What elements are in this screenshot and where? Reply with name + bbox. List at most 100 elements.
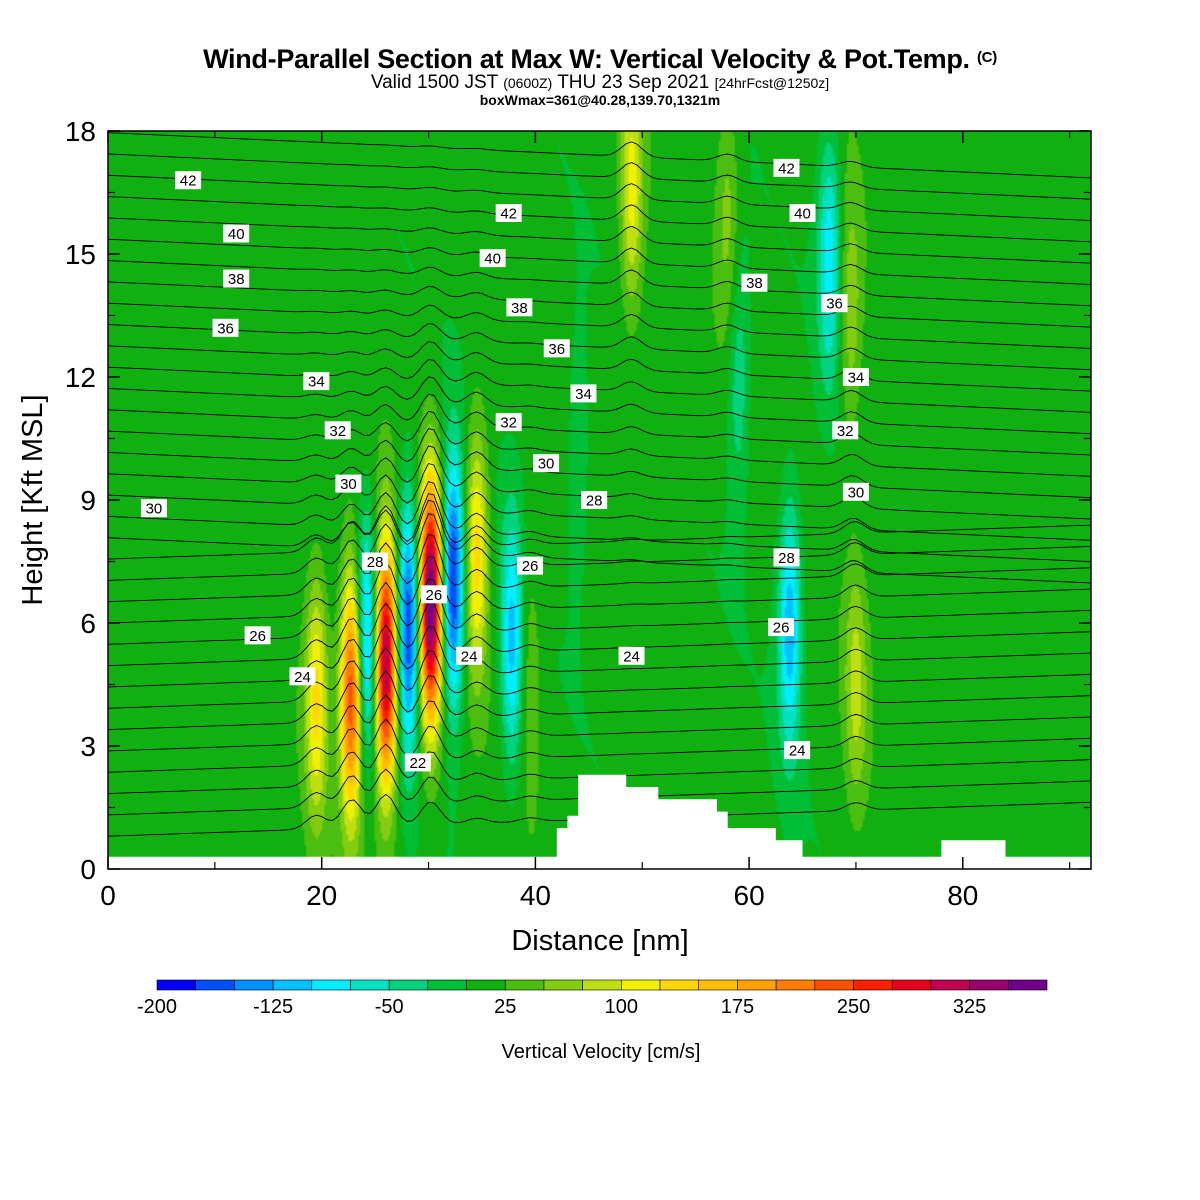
colorbar-swatch bbox=[311, 979, 351, 991]
contour-label-box bbox=[362, 552, 389, 571]
x-axis: 0 20 40 60 80 bbox=[100, 131, 1071, 911]
y-tick-label: 15 bbox=[65, 239, 96, 270]
contour-labels: 42 40 38 36 34 32 30 30 28 26 26 24 24 22 42 40 38 36 34 32… bbox=[140, 158, 869, 772]
contour-label-text: 34 bbox=[308, 374, 325, 391]
isentrope-line bbox=[108, 555, 1091, 624]
contour-label-box bbox=[223, 269, 250, 288]
contour-label-text: 22 bbox=[410, 755, 427, 772]
contour-label-box bbox=[741, 273, 768, 292]
contour-label-text: 24 bbox=[789, 743, 806, 760]
contour-label-box bbox=[495, 413, 522, 432]
contour-label-box bbox=[324, 421, 351, 440]
contour-label-box bbox=[420, 585, 447, 604]
contour-label-text: 40 bbox=[794, 206, 811, 223]
contour-label: 24 bbox=[784, 741, 811, 760]
contour-label: 30 bbox=[842, 482, 869, 501]
contour-label-box bbox=[773, 158, 800, 177]
contour-label: 40 bbox=[223, 224, 250, 243]
contour-label-box bbox=[784, 741, 811, 760]
contour-label: 28 bbox=[581, 491, 608, 510]
x-axis-label: Distance [nm] bbox=[511, 925, 688, 957]
colorbar-tick-label: 325 bbox=[953, 996, 986, 1018]
valid-utc: (0600Z) bbox=[503, 75, 553, 91]
contour-label-box bbox=[303, 372, 330, 391]
isentrope-line bbox=[108, 217, 1091, 264]
x-tick-label: 40 bbox=[520, 880, 551, 911]
contour-label: 40 bbox=[789, 204, 816, 223]
isentrope-line bbox=[108, 393, 1091, 456]
contour-label-text: 34 bbox=[575, 386, 592, 403]
contour-label-text: 28 bbox=[778, 550, 795, 567]
x-tick-label: 80 bbox=[947, 880, 978, 911]
contour-label-text: 30 bbox=[538, 456, 555, 473]
contour-label-box bbox=[506, 298, 533, 317]
colorbar-swatch bbox=[504, 979, 545, 991]
contour-label: 38 bbox=[741, 273, 768, 292]
isentrope-line bbox=[108, 462, 1091, 541]
colorbar-swatch bbox=[814, 979, 854, 991]
contour-label-text: 24 bbox=[461, 648, 478, 665]
contour-label: 26 bbox=[768, 618, 795, 637]
colorbar-label: Vertical Velocity [cm/s] bbox=[502, 1041, 701, 1063]
colorbar-tick-label: 175 bbox=[721, 996, 754, 1018]
contour-label: 24 bbox=[289, 667, 316, 686]
contour-label-text: 26 bbox=[522, 558, 539, 575]
contour-label: 38 bbox=[223, 269, 250, 288]
copyright-mark: (C) bbox=[976, 49, 997, 66]
contour-label-text: 24 bbox=[294, 669, 311, 686]
isentrope-line bbox=[108, 694, 1091, 752]
contour-label: 22 bbox=[404, 753, 431, 772]
contour-label-box bbox=[223, 224, 250, 243]
colorbar-swatch bbox=[659, 979, 700, 991]
isentrope-line bbox=[108, 601, 1091, 667]
colorbar-swatch bbox=[698, 979, 738, 991]
valid-date: THU 23 Sep 2021 bbox=[557, 72, 710, 93]
isentrope-line bbox=[108, 670, 1091, 731]
contour-label: 26 bbox=[244, 626, 271, 645]
colorbar-swatch bbox=[891, 979, 932, 991]
contour-label-text: 32 bbox=[500, 415, 517, 432]
isentrope-line bbox=[108, 359, 1091, 413]
contour-label-box bbox=[140, 499, 167, 518]
contour-label-text: 26 bbox=[426, 587, 443, 604]
contour-label: 34 bbox=[570, 384, 597, 403]
colorbar-swatch bbox=[853, 979, 893, 991]
isentrope-line bbox=[108, 281, 1091, 328]
contour-label-box bbox=[479, 249, 506, 268]
contour-label-text: 36 bbox=[548, 341, 565, 358]
colorbar-swatch bbox=[582, 979, 622, 991]
isentrope-line bbox=[108, 624, 1091, 688]
contour-label-text: 38 bbox=[746, 275, 763, 292]
colorbar-swatch bbox=[775, 979, 816, 991]
contour-label-box bbox=[212, 318, 239, 337]
contour-label-box bbox=[543, 339, 570, 358]
contour-label: 30 bbox=[140, 499, 167, 518]
colorbar-tick-label: 250 bbox=[837, 996, 870, 1018]
isentrope-line bbox=[108, 533, 1091, 603]
contour-label-text: 26 bbox=[773, 620, 790, 637]
valid-prefix: Valid 1500 JST bbox=[370, 72, 498, 93]
contour-label: 34 bbox=[303, 372, 330, 391]
contour-label-box bbox=[842, 482, 869, 501]
colorbar-tick-label: -50 bbox=[375, 996, 404, 1018]
colorbar-swatch bbox=[930, 979, 970, 991]
contour-label-box bbox=[789, 204, 816, 222]
y-tick-label: 9 bbox=[80, 485, 96, 516]
contour-label: 36 bbox=[543, 339, 570, 358]
isentrope-line bbox=[108, 578, 1091, 645]
isentrope-line bbox=[108, 481, 1091, 563]
colorbar-swatch bbox=[272, 979, 313, 991]
isentrope-line bbox=[108, 323, 1091, 371]
contour-label: 32 bbox=[832, 421, 859, 440]
contour-label-text: 42 bbox=[180, 173, 197, 190]
isentrope-line bbox=[108, 260, 1091, 307]
contour-label-box bbox=[832, 421, 859, 440]
colorbar: -200 -125 -50 25 100 175 250 325 bbox=[137, 979, 1048, 1018]
colorbar-swatch bbox=[350, 979, 390, 991]
contour-label-text: 28 bbox=[367, 554, 384, 571]
contour-label: 42 bbox=[495, 204, 522, 223]
chart-title: Wind-Parallel Section at Max W: Vertical… bbox=[0, 44, 1200, 75]
contour-label-box bbox=[533, 454, 560, 473]
x-tick-label: 0 bbox=[100, 880, 116, 911]
